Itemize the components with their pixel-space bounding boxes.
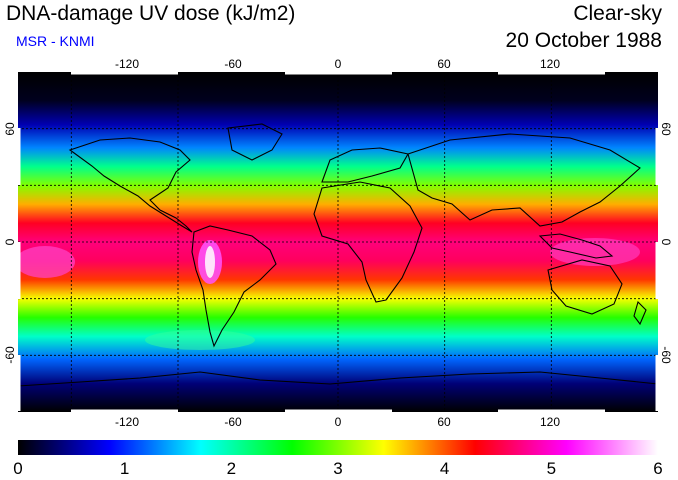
frame-ticks [17,71,659,413]
lon-label-bottom: 0 [335,415,342,429]
lat-label-right: 0 [659,239,673,246]
lon-label-top: -120 [115,57,139,71]
date-label: 20 October 1988 [505,29,662,52]
colorbar [18,440,658,455]
lon-label-bottom: 60 [437,415,451,429]
lon-label-top: 0 [335,57,342,71]
coastline-new-zealand [633,300,647,326]
lon-label-bottom: 120 [540,415,560,429]
map-field [18,72,658,412]
lon-label-top: 120 [540,57,560,71]
coastline-greenland [227,123,283,161]
lon-label-top: 60 [437,57,451,71]
colorbar-tick-labels: 0 1 2 3 4 5 6 [13,459,662,478]
uv-high-andes-core [205,246,215,278]
lat-label-left: -60 [3,346,17,364]
lon-label-bottom: -120 [115,415,139,429]
coastline-antarctica [18,371,658,387]
lat-label-left: 0 [3,238,17,245]
coastline-australia [547,259,623,315]
lat-labels-right: 60 0 -60 [659,122,673,364]
lon-labels-top: -120 -60 0 60 120 [115,57,560,71]
coastline-asia [407,133,641,227]
coastline-africa [313,181,423,303]
lat-label-right: -60 [659,346,673,364]
lat-labels-left: 60 0 -60 [3,122,17,364]
colorbar-tick-label: 4 [440,459,449,478]
colorbar-tick-label: 2 [227,459,236,478]
page-title: DNA-damage UV dose (kJ/m2) [6,2,296,25]
graticule [18,72,658,412]
colorbar-tick-label: 6 [653,459,662,478]
sky-condition-label: Clear-sky [573,2,662,25]
colorbar-tick-label: 0 [13,459,22,478]
uv-high-australasia [550,238,640,266]
lat-label-right: 60 [659,122,673,136]
coastlines [18,123,658,387]
colorbar-tick-label: 3 [333,459,342,478]
colorbar-tick-label: 5 [547,459,556,478]
coastline-north-america [68,137,193,233]
uv-high-southern-ocean [145,330,255,350]
lat-label-left: 60 [3,122,17,136]
coastline-south-america [191,225,277,348]
lon-label-bottom: -60 [224,415,242,429]
coastline-maritime-continent [538,233,614,259]
uv-high-pacific-west [18,246,75,278]
lon-label-top: -60 [224,57,242,71]
data-source-label: MSR - KNMI [16,33,95,49]
lon-labels-bottom: -120 -60 0 60 120 [115,415,560,429]
colorbar-tick-label: 1 [120,459,129,478]
